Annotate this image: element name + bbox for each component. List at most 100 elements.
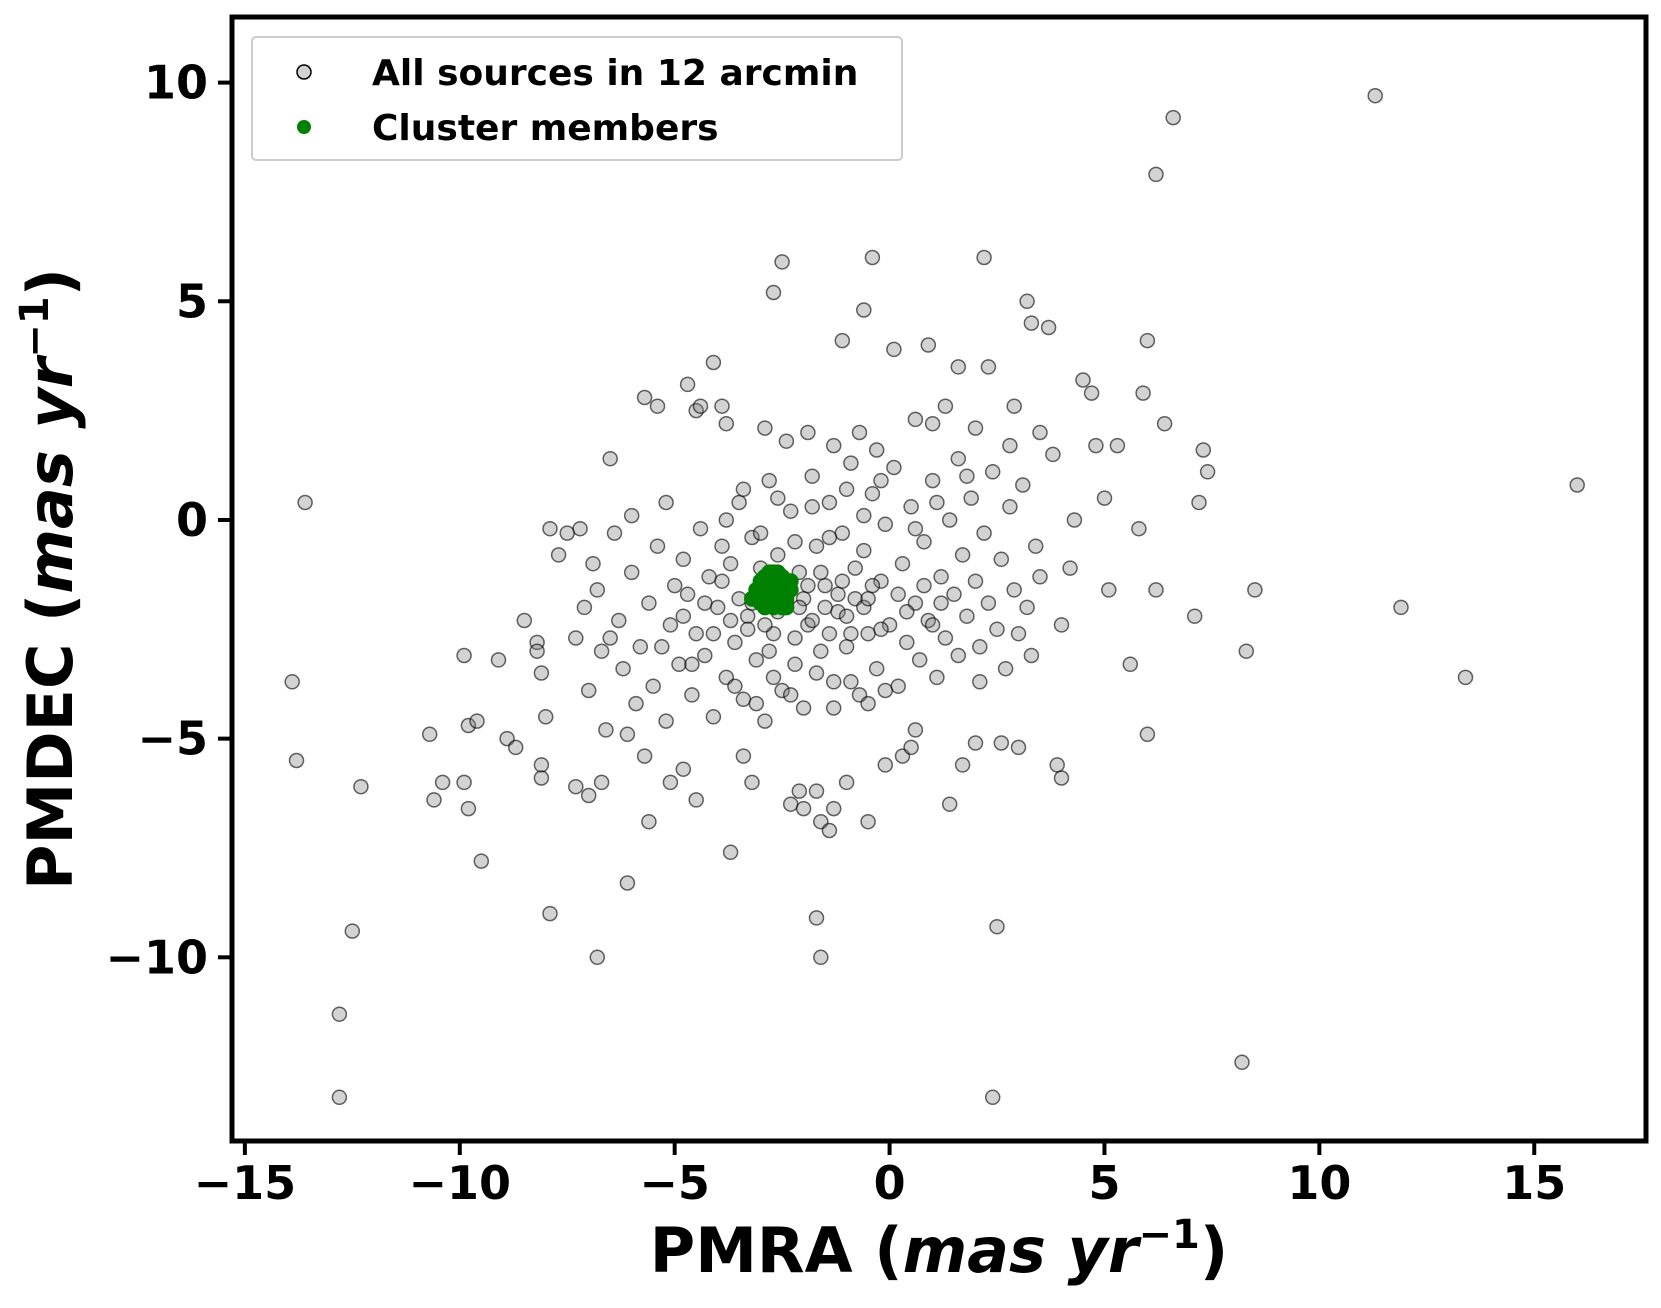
x-tick-label: −5	[639, 1156, 710, 1210]
data-point-all-sources-in-12-arcmin-166	[757, 713, 773, 729]
legend-box	[251, 36, 903, 161]
data-point-all-sources-in-12-arcmin-68	[834, 332, 851, 349]
data-point-all-sources-in-12-arcmin-245	[856, 599, 872, 616]
x-tick-label: −10	[409, 1156, 512, 1210]
data-point-all-sources-in-12-arcmin-43	[658, 494, 674, 511]
data-point-all-sources-in-12-arcmin-59	[782, 796, 799, 812]
data-point-all-sources-in-12-arcmin-48	[688, 402, 704, 419]
data-point-all-sources-in-12-arcmin-135	[598, 722, 614, 738]
data-point-all-sources-in-12-arcmin-5	[331, 1006, 348, 1022]
data-point-all-sources-in-12-arcmin-136	[602, 630, 618, 646]
data-point-all-sources-in-12-arcmin-105	[1066, 512, 1083, 528]
data-point-all-sources-in-12-arcmin-234	[761, 643, 777, 659]
data-point-all-sources-in-12-arcmin-182	[825, 674, 842, 690]
data-point-all-sources-in-12-arcmin-213	[959, 608, 975, 624]
data-point-all-sources-in-12-arcmin-88	[976, 249, 992, 266]
data-point-all-sources-in-12-arcmin-217	[976, 525, 992, 541]
data-point-all-sources-in-12-arcmin-41	[641, 813, 657, 830]
data-point-all-sources-in-12-arcmin-268	[666, 577, 683, 594]
data-point-all-sources-in-12-arcmin-138	[623, 564, 640, 581]
x-tick-label: 10	[1287, 1156, 1351, 1210]
data-point-all-sources-in-12-arcmin-266	[675, 608, 692, 624]
data-point-all-sources-in-12-arcmin-126	[1238, 643, 1255, 659]
data-point-all-sources-in-12-arcmin-280	[735, 481, 752, 498]
data-point-all-sources-in-12-arcmin-91	[989, 918, 1005, 935]
data-point-all-sources-in-12-arcmin-219	[984, 464, 1001, 480]
data-point-all-sources-in-12-arcmin-111	[1109, 437, 1126, 454]
legend-label-all-sources: All sources in 12 arcmin	[372, 53, 858, 94]
data-point-all-sources-in-12-arcmin-50	[705, 354, 722, 371]
data-point-all-sources-in-12-arcmin-251	[714, 573, 730, 589]
data-point-all-sources-in-12-arcmin-216	[972, 639, 988, 655]
data-point-all-sources-in-12-arcmin-74	[886, 341, 902, 358]
data-point-all-sources-in-12-arcmin-122	[1191, 494, 1207, 511]
data-point-all-sources-in-12-arcmin-149	[684, 687, 700, 703]
data-point-all-sources-in-12-arcmin-36	[602, 450, 618, 467]
y-axis-label-sup: −1	[12, 296, 58, 357]
data-point-all-sources-in-12-arcmin-11	[460, 717, 477, 734]
data-point-all-sources-in-12-arcmin-223	[1002, 499, 1018, 515]
data-point-all-sources-in-12-arcmin-232	[739, 621, 756, 638]
data-point-all-sources-in-12-arcmin-164	[748, 652, 765, 668]
data-point-all-sources-in-12-arcmin-198	[894, 555, 911, 572]
data-point-all-sources-in-12-arcmin-277	[860, 695, 876, 712]
data-point-all-sources-in-12-arcmin-13	[460, 800, 477, 817]
data-point-all-sources-in-12-arcmin-47	[688, 792, 704, 808]
data-point-all-sources-in-12-arcmin-144	[658, 713, 674, 729]
data-point-all-sources-in-12-arcmin-128	[1367, 87, 1383, 104]
data-point-all-sources-in-12-arcmin-167	[761, 472, 777, 489]
data-point-all-sources-in-12-arcmin-299	[593, 643, 610, 659]
data-point-all-sources-in-12-arcmin-190	[860, 625, 876, 642]
data-point-all-sources-in-12-arcmin-96	[1019, 293, 1035, 310]
data-point-all-sources-in-12-arcmin-197	[890, 678, 906, 694]
data-point-cluster-members-21	[782, 573, 799, 590]
data-point-all-sources-in-12-arcmin-87	[972, 674, 988, 690]
data-point-all-sources-in-12-arcmin-139	[628, 695, 644, 712]
data-point-all-sources-in-12-arcmin-71	[860, 813, 876, 830]
data-point-all-sources-in-12-arcmin-58	[774, 254, 790, 270]
data-point-all-sources-in-12-arcmin-16	[490, 652, 507, 668]
data-point-all-sources-in-12-arcmin-176	[800, 617, 816, 633]
data-point-all-sources-in-12-arcmin-93	[1002, 437, 1018, 454]
data-point-all-sources-in-12-arcmin-195	[881, 617, 898, 633]
data-point-all-sources-in-12-arcmin-57	[765, 284, 782, 301]
data-point-all-sources-in-12-arcmin-119	[1156, 415, 1173, 432]
data-point-all-sources-in-12-arcmin-226	[1015, 477, 1031, 493]
data-point-all-sources-in-12-arcmin-70	[856, 302, 872, 318]
data-point-all-sources-in-12-arcmin-44	[662, 774, 679, 791]
data-point-all-sources-in-12-arcmin-227	[1019, 599, 1035, 616]
data-point-all-sources-in-12-arcmin-116	[1139, 726, 1156, 743]
data-point-all-sources-in-12-arcmin-181	[821, 494, 838, 511]
data-point-all-sources-in-12-arcmin-173	[787, 656, 803, 673]
data-point-all-sources-in-12-arcmin-85	[959, 468, 975, 484]
data-point-all-sources-in-12-arcmin-180	[817, 577, 833, 594]
data-point-all-sources-in-12-arcmin-125	[1234, 1054, 1250, 1071]
data-point-all-sources-in-12-arcmin-143	[649, 538, 666, 554]
data-point-all-sources-in-12-arcmin-141	[641, 595, 657, 611]
data-point-all-sources-in-12-arcmin-99	[1040, 319, 1057, 336]
data-point-all-sources-in-12-arcmin-209	[941, 512, 958, 528]
data-point-all-sources-in-12-arcmin-285	[821, 529, 838, 546]
y-axis-label-close: )	[14, 268, 87, 296]
data-point-all-sources-in-12-arcmin-193	[873, 573, 889, 589]
x-axis-label-italic: mas yr	[903, 1214, 1142, 1287]
data-point-all-sources-in-12-arcmin-51	[714, 398, 730, 414]
data-point-all-sources-in-12-arcmin-6	[331, 1089, 348, 1106]
data-point-all-sources-in-12-arcmin-243	[838, 608, 855, 624]
data-point-all-sources-in-12-arcmin-114	[1135, 385, 1151, 401]
data-point-all-sources-in-12-arcmin-26	[542, 520, 558, 537]
data-point-all-sources-in-12-arcmin-69	[838, 774, 855, 791]
data-point-all-sources-in-12-arcmin-23	[533, 757, 550, 773]
data-point-all-sources-in-12-arcmin-79	[920, 337, 937, 353]
data-point-all-sources-in-12-arcmin-184	[834, 525, 851, 541]
data-point-all-sources-in-12-arcmin-40	[636, 389, 653, 406]
data-point-all-sources-in-12-arcmin-97	[1023, 315, 1040, 331]
data-point-all-sources-in-12-arcmin-1	[284, 674, 300, 690]
data-point-all-sources-in-12-arcmin-8	[426, 792, 442, 808]
data-point-all-sources-in-12-arcmin-263	[916, 577, 932, 594]
data-point-all-sources-in-12-arcmin-133	[580, 682, 597, 699]
y-tick-label: 0	[176, 493, 208, 547]
x-tick-label: 0	[874, 1156, 906, 1210]
y-axis-label: PMDEC (mas yr−1)	[12, 268, 87, 890]
data-point-all-sources-in-12-arcmin-274	[808, 665, 825, 681]
